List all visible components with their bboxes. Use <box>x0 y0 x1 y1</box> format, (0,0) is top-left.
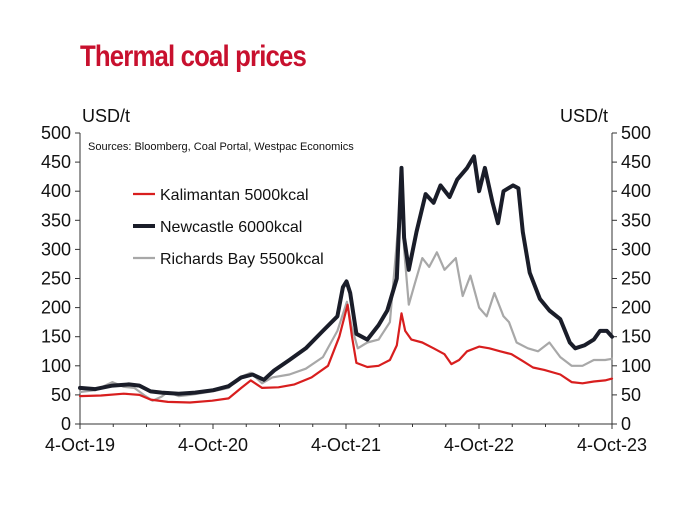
y-tick-label-right: 200 <box>621 298 651 318</box>
right-axis-unit-label: USD/t <box>560 106 608 126</box>
legend-label: Richards Bay 5500kcal <box>160 251 324 268</box>
y-tick-label-right: 450 <box>621 152 651 172</box>
x-tick-label: 4-Oct-22 <box>444 435 514 455</box>
x-tick-label: 4-Oct-21 <box>311 435 381 455</box>
y-tick-label-right: 500 <box>621 123 651 143</box>
y-tick-label-right: 150 <box>621 327 651 347</box>
y-tick-label-right: 0 <box>621 414 631 434</box>
chart-title: Thermal coal prices <box>80 40 307 73</box>
y-tick-label-left: 400 <box>41 181 71 201</box>
y-tick-label-left: 100 <box>41 356 71 376</box>
y-tick-label-right: 50 <box>621 385 641 405</box>
axis-ticks: 0 0 50 50 100 100 150 150 200 200 250 250 300 300 350 3… <box>41 123 651 455</box>
y-tick-label-right: 250 <box>621 269 651 289</box>
source-note: Sources: Bloomberg, Coal Portal, Westpac… <box>88 141 354 153</box>
y-tick-label-left: 150 <box>41 327 71 347</box>
left-axis-unit-label: USD/t <box>82 106 130 126</box>
series-line-newcastle-6000kcal <box>78 154 614 396</box>
series-line-kalimantan-5000kcal <box>78 303 614 404</box>
y-tick-label-right: 300 <box>621 239 651 259</box>
y-tick-label-left: 0 <box>61 414 71 434</box>
y-tick-label-left: 200 <box>41 298 71 318</box>
y-tick-label-right: 400 <box>621 181 651 201</box>
x-tick-label: 4-Oct-23 <box>577 435 647 455</box>
y-tick-label-left: 500 <box>41 123 71 143</box>
y-tick-label-left: 300 <box>41 239 71 259</box>
y-tick-label-left: 250 <box>41 269 71 289</box>
y-tick-label-left: 50 <box>51 385 71 405</box>
series-lines <box>78 154 614 404</box>
y-tick-label-left: 450 <box>41 152 71 172</box>
legend-label: Newcastle 6000kcal <box>160 219 302 236</box>
y-tick-label-right: 350 <box>621 210 651 230</box>
legend: Kalimantan 5000kcal Newcastle 6000kcal Ric… <box>133 187 324 268</box>
y-tick-label-left: 350 <box>41 210 71 230</box>
x-tick-label: 4-Oct-19 <box>45 435 115 455</box>
x-tick-label: 4-Oct-20 <box>178 435 248 455</box>
y-tick-label-right: 100 <box>621 356 651 376</box>
legend-label: Kalimantan 5000kcal <box>160 187 309 204</box>
